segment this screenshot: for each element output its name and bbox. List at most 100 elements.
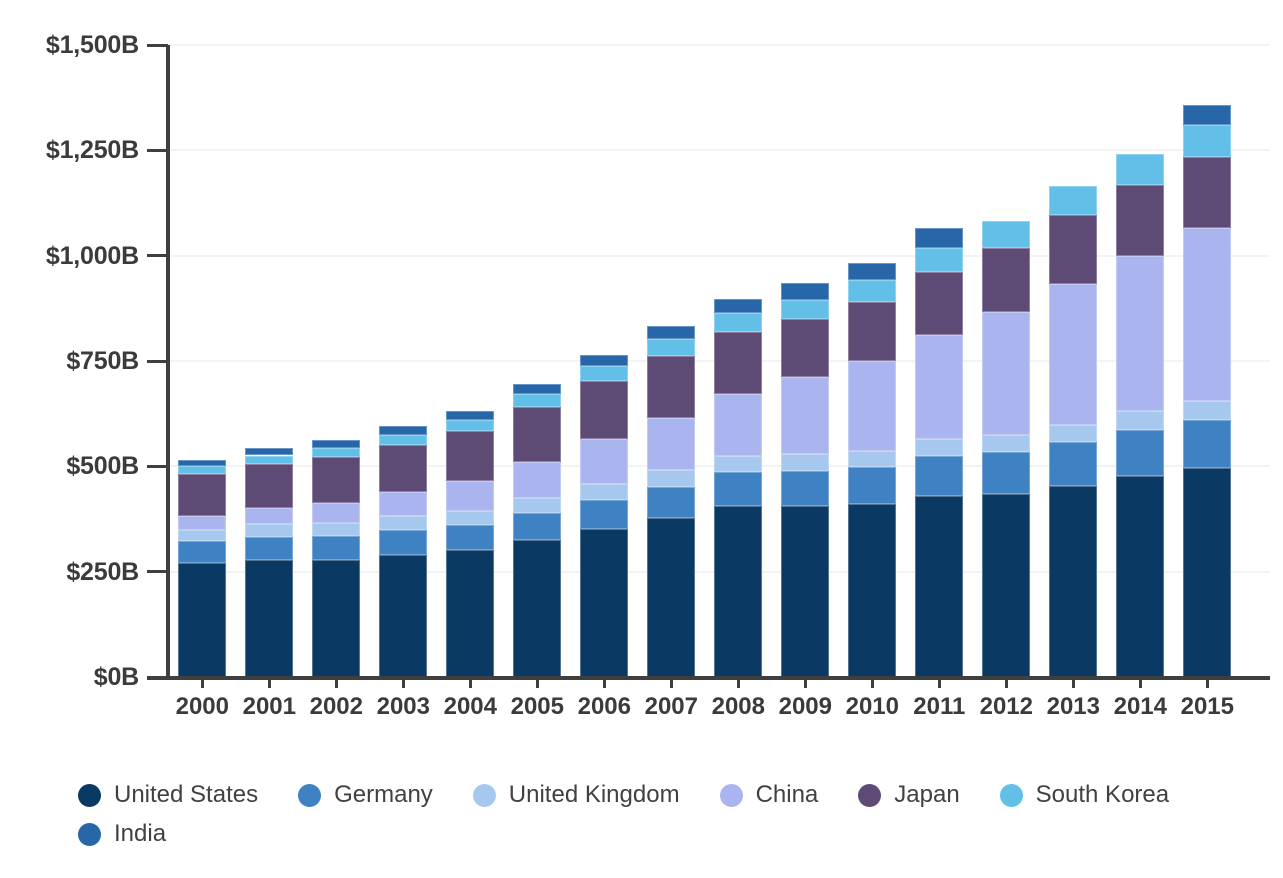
bar-segment-germany-2012[interactable] [982,451,1031,494]
bar-segment-china-2007[interactable] [647,418,696,471]
bar-segment-south-korea-2007[interactable] [647,338,696,356]
bar-segment-united-kingdom-2011[interactable] [915,439,964,456]
bar-segment-united-kingdom-2003[interactable] [379,516,428,530]
bar-segment-germany-2000[interactable] [178,541,227,564]
bar-segment-china-2008[interactable] [714,394,763,456]
bar-segment-china-2011[interactable] [915,334,964,440]
legend-item-south-korea[interactable]: South Korea [999,781,1169,809]
bar-segment-india-2005[interactable] [513,384,562,395]
bar-segment-germany-2008[interactable] [714,472,763,507]
legend-item-india[interactable]: India [78,820,166,848]
bar-segment-united-states-2008[interactable] [714,506,763,677]
bar-segment-united-kingdom-2000[interactable] [178,529,227,542]
bar-segment-japan-2006[interactable] [580,381,629,440]
bar-segment-germany-2013[interactable] [1049,442,1098,486]
bar-segment-japan-2009[interactable] [781,318,830,377]
bar-segment-united-kingdom-2001[interactable] [245,524,294,537]
bar-segment-germany-2004[interactable] [446,524,495,551]
bar-segment-south-korea-2004[interactable] [446,419,495,432]
bar-segment-china-2006[interactable] [580,439,629,484]
bar-segment-south-korea-2015[interactable] [1183,125,1232,157]
legend-item-united-kingdom[interactable]: United Kingdom [472,781,680,809]
bar-segment-united-states-2009[interactable] [781,505,830,677]
bar-segment-united-kingdom-2013[interactable] [1049,424,1098,443]
bar-segment-united-kingdom-2008[interactable] [714,455,763,473]
bar-segment-united-kingdom-2010[interactable] [848,451,897,468]
bar-segment-south-korea-2000[interactable] [178,466,227,475]
bar-segment-south-korea-2009[interactable] [781,299,830,319]
bar-segment-germany-2014[interactable] [1116,430,1165,477]
bar-segment-china-2002[interactable] [312,503,361,524]
legend-item-united-states[interactable]: United States [78,781,258,809]
bar-segment-japan-2003[interactable] [379,444,428,493]
bar-segment-united-states-2007[interactable] [647,517,696,677]
bar-segment-united-states-2002[interactable] [312,560,361,677]
bar-segment-japan-2014[interactable] [1116,184,1165,257]
bar-segment-united-states-2004[interactable] [446,550,495,677]
bar-segment-south-korea-2008[interactable] [714,313,763,332]
bar-segment-india-2011[interactable] [915,228,964,248]
bar-segment-japan-2013[interactable] [1049,215,1098,285]
bar-segment-germany-2006[interactable] [580,499,629,530]
bar-segment-germany-2010[interactable] [848,467,897,505]
bar-segment-united-kingdom-2009[interactable] [781,454,830,471]
bar-segment-germany-2002[interactable] [312,536,361,561]
bar-segment-south-korea-2012[interactable] [982,220,1031,248]
bar-segment-germany-2009[interactable] [781,470,830,506]
bar-segment-japan-2015[interactable] [1183,156,1232,229]
bar-segment-united-states-2000[interactable] [178,563,227,677]
bar-segment-india-2004[interactable] [446,410,495,420]
bar-segment-south-korea-2006[interactable] [580,366,629,381]
bar-segment-united-kingdom-2015[interactable] [1183,400,1232,421]
bar-segment-united-states-2001[interactable] [245,559,294,677]
bar-segment-united-states-2010[interactable] [848,504,897,677]
bar-segment-united-states-2006[interactable] [580,529,629,677]
bar-segment-united-kingdom-2006[interactable] [580,483,629,500]
bar-segment-germany-2003[interactable] [379,529,428,555]
bar-segment-south-korea-2011[interactable] [915,247,964,273]
bar-segment-china-2015[interactable] [1183,228,1232,401]
bar-segment-china-2013[interactable] [1049,284,1098,425]
bar-segment-japan-2012[interactable] [982,247,1031,313]
bar-segment-south-korea-2005[interactable] [513,394,562,408]
bar-segment-south-korea-2001[interactable] [245,455,294,465]
bar-segment-japan-2007[interactable] [647,355,696,419]
bar-segment-japan-2004[interactable] [446,431,495,481]
bar-segment-china-2009[interactable] [781,376,830,455]
bar-segment-india-2015[interactable] [1183,104,1232,126]
bar-segment-germany-2015[interactable] [1183,420,1232,469]
bar-segment-india-2008[interactable] [714,298,763,314]
bar-segment-china-2005[interactable] [513,461,562,499]
bar-segment-india-2003[interactable] [379,426,428,435]
bar-segment-japan-2000[interactable] [178,474,227,516]
bar-segment-india-2000[interactable] [178,459,227,467]
bar-segment-germany-2011[interactable] [915,455,964,497]
bar-segment-japan-2010[interactable] [848,302,897,362]
bar-segment-india-2006[interactable] [580,354,629,367]
legend-item-china[interactable]: China [719,781,818,809]
bar-segment-united-states-2003[interactable] [379,554,428,677]
legend-item-germany[interactable]: Germany [298,781,433,809]
bar-segment-india-2002[interactable] [312,439,361,448]
bar-segment-south-korea-2013[interactable] [1049,186,1098,216]
bar-segment-japan-2002[interactable] [312,457,361,504]
bar-segment-china-2000[interactable] [178,515,227,530]
bar-segment-japan-2001[interactable] [245,464,294,509]
bar-segment-japan-2011[interactable] [915,272,964,335]
bar-segment-south-korea-2003[interactable] [379,434,428,445]
bar-segment-china-2004[interactable] [446,480,495,511]
bar-segment-united-states-2005[interactable] [513,539,562,677]
bar-segment-india-2001[interactable] [245,448,294,456]
bar-segment-united-kingdom-2014[interactable] [1116,411,1165,430]
bar-segment-india-2007[interactable] [647,326,696,339]
bar-segment-united-kingdom-2007[interactable] [647,470,696,487]
bar-segment-india-2010[interactable] [848,263,897,281]
bar-segment-south-korea-2014[interactable] [1116,154,1165,185]
bar-segment-united-states-2013[interactable] [1049,485,1098,677]
bar-segment-china-2014[interactable] [1116,256,1165,412]
legend-item-japan[interactable]: Japan [858,781,960,809]
bar-segment-united-states-2015[interactable] [1183,468,1232,677]
bar-segment-south-korea-2010[interactable] [848,280,897,303]
bar-segment-germany-2001[interactable] [245,536,294,560]
bar-segment-japan-2008[interactable] [714,331,763,395]
